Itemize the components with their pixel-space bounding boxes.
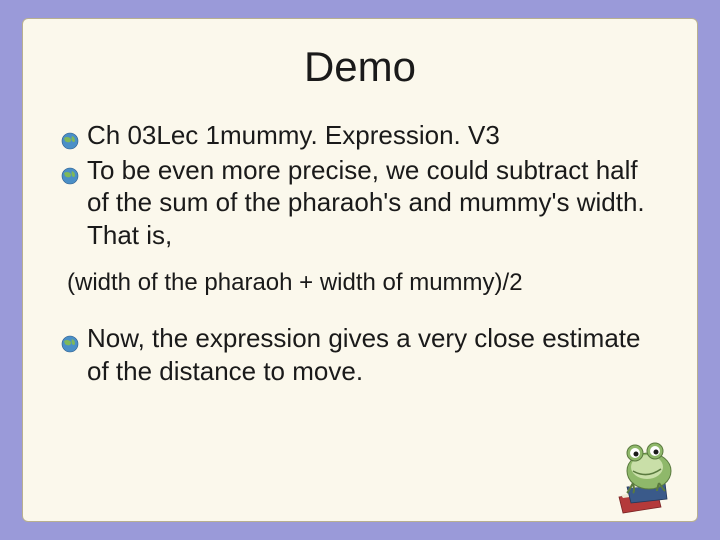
bullet-item: Ch 03Lec 1mummy. Expression. V3: [59, 119, 661, 152]
bullet-list-2: Now, the expression gives a very close e…: [59, 322, 661, 387]
bullet-list: Ch 03Lec 1mummy. Expression. V3 To be ev…: [59, 119, 661, 251]
slide-title: Demo: [59, 43, 661, 91]
bullet-item: Now, the expression gives a very close e…: [59, 322, 661, 387]
slide-card: Demo Ch 03Lec 1mummy. Expression. V3: [22, 18, 698, 522]
globe-bullet-icon: [61, 160, 79, 178]
bullet-text: To be even more precise, we could subtra…: [87, 155, 645, 250]
globe-bullet-icon: [61, 328, 79, 346]
globe-bullet-icon: [61, 125, 79, 143]
bullet-text: Now, the expression gives a very close e…: [87, 323, 640, 386]
formula-text: (width of the pharaoh + width of mummy)/…: [67, 267, 661, 298]
frog-books-icon: [599, 437, 689, 515]
bullet-item: To be even more precise, we could subtra…: [59, 154, 661, 252]
bullet-text: Ch 03Lec 1mummy. Expression. V3: [87, 120, 500, 150]
